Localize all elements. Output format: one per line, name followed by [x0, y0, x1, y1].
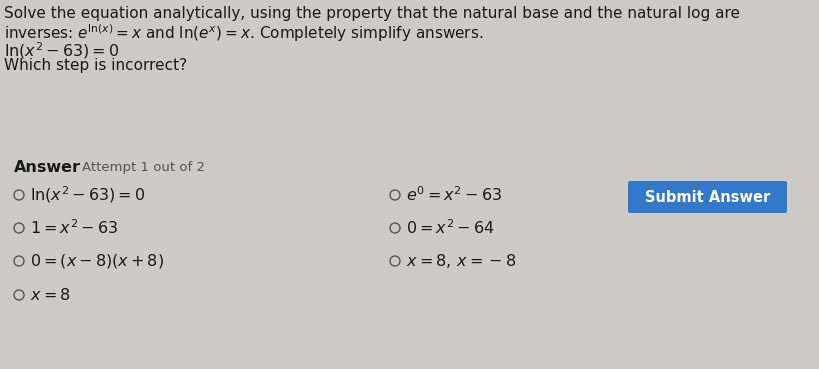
Text: $0=(x-8)(x+8)$: $0=(x-8)(x+8)$	[30, 252, 164, 270]
Text: $x=8$: $x=8$	[30, 287, 70, 303]
Text: Attempt 1 out of 2: Attempt 1 out of 2	[82, 161, 205, 174]
FancyBboxPatch shape	[628, 181, 787, 213]
Text: Solve the equation analytically, using the property that the natural base and th: Solve the equation analytically, using t…	[4, 6, 740, 21]
Text: $0=x^2-64$: $0=x^2-64$	[406, 219, 495, 237]
Text: $x=8,\, x=-8$: $x=8,\, x=-8$	[406, 252, 517, 270]
Text: Submit Answer: Submit Answer	[645, 190, 770, 204]
Text: $1=x^2-63$: $1=x^2-63$	[30, 219, 118, 237]
Text: $\ln(x^2-63)=0$: $\ln(x^2-63)=0$	[30, 184, 146, 206]
Text: Which step is incorrect?: Which step is incorrect?	[4, 58, 187, 73]
Text: inverses: $e^{\mathrm{ln}(x)} = x$ and $\mathrm{ln}\left(e^x\right) = x$. Comple: inverses: $e^{\mathrm{ln}(x)} = x$ and $…	[4, 22, 483, 44]
Text: Answer: Answer	[14, 160, 81, 175]
Text: $e^0=x^2-63$: $e^0=x^2-63$	[406, 186, 502, 204]
Text: $\mathrm{ln}\left(x^2 - 63\right) = 0$: $\mathrm{ln}\left(x^2 - 63\right) = 0$	[4, 40, 120, 61]
